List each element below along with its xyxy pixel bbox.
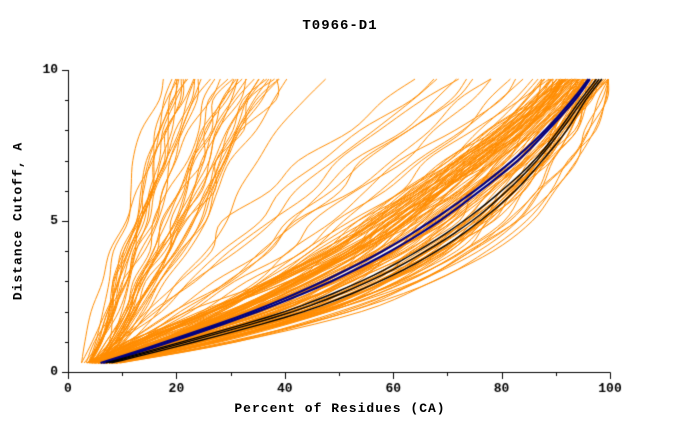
x-axis-label: Percent of Residues (CA) [234, 401, 446, 416]
y-axis-label: Distance Cutoff, A [10, 141, 26, 301]
chart-title: T0966-D1 [302, 18, 378, 34]
